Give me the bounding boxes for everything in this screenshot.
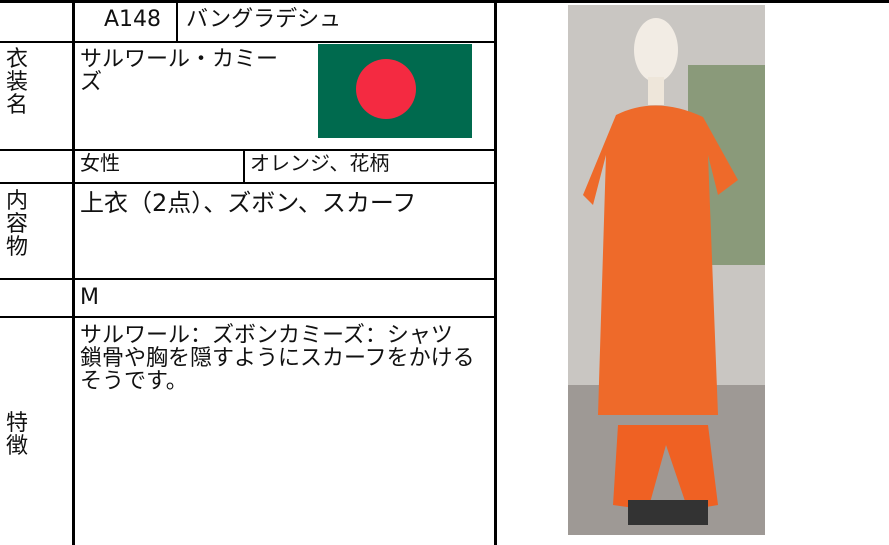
gender: 女性 xyxy=(80,151,120,175)
costume-label: 衣装名 xyxy=(6,47,29,118)
features: サルワール：ズボンカミーズ：シャツ 鎖骨や胸を隠すようにスカーフをかけるそうです… xyxy=(80,324,480,393)
costume-photo xyxy=(568,5,765,535)
costume-name: サルワール・カミーズ xyxy=(80,47,279,95)
features-line: サルワール：ズボンカミーズ：シャツ xyxy=(80,323,453,348)
contents-label: 内容物 xyxy=(6,189,29,260)
country: バングラデシュ xyxy=(186,7,342,32)
flag xyxy=(318,44,472,138)
features-line: 鎖骨や胸を隠すようにスカーフをかけるそうです。 xyxy=(80,346,475,394)
features-label: 特徴 xyxy=(6,411,29,459)
size: M xyxy=(80,285,99,310)
item-id: A148 xyxy=(104,7,162,32)
contents: 上衣（2点）、ズボン、スカーフ xyxy=(80,189,417,217)
color: オレンジ、花柄 xyxy=(250,151,390,175)
